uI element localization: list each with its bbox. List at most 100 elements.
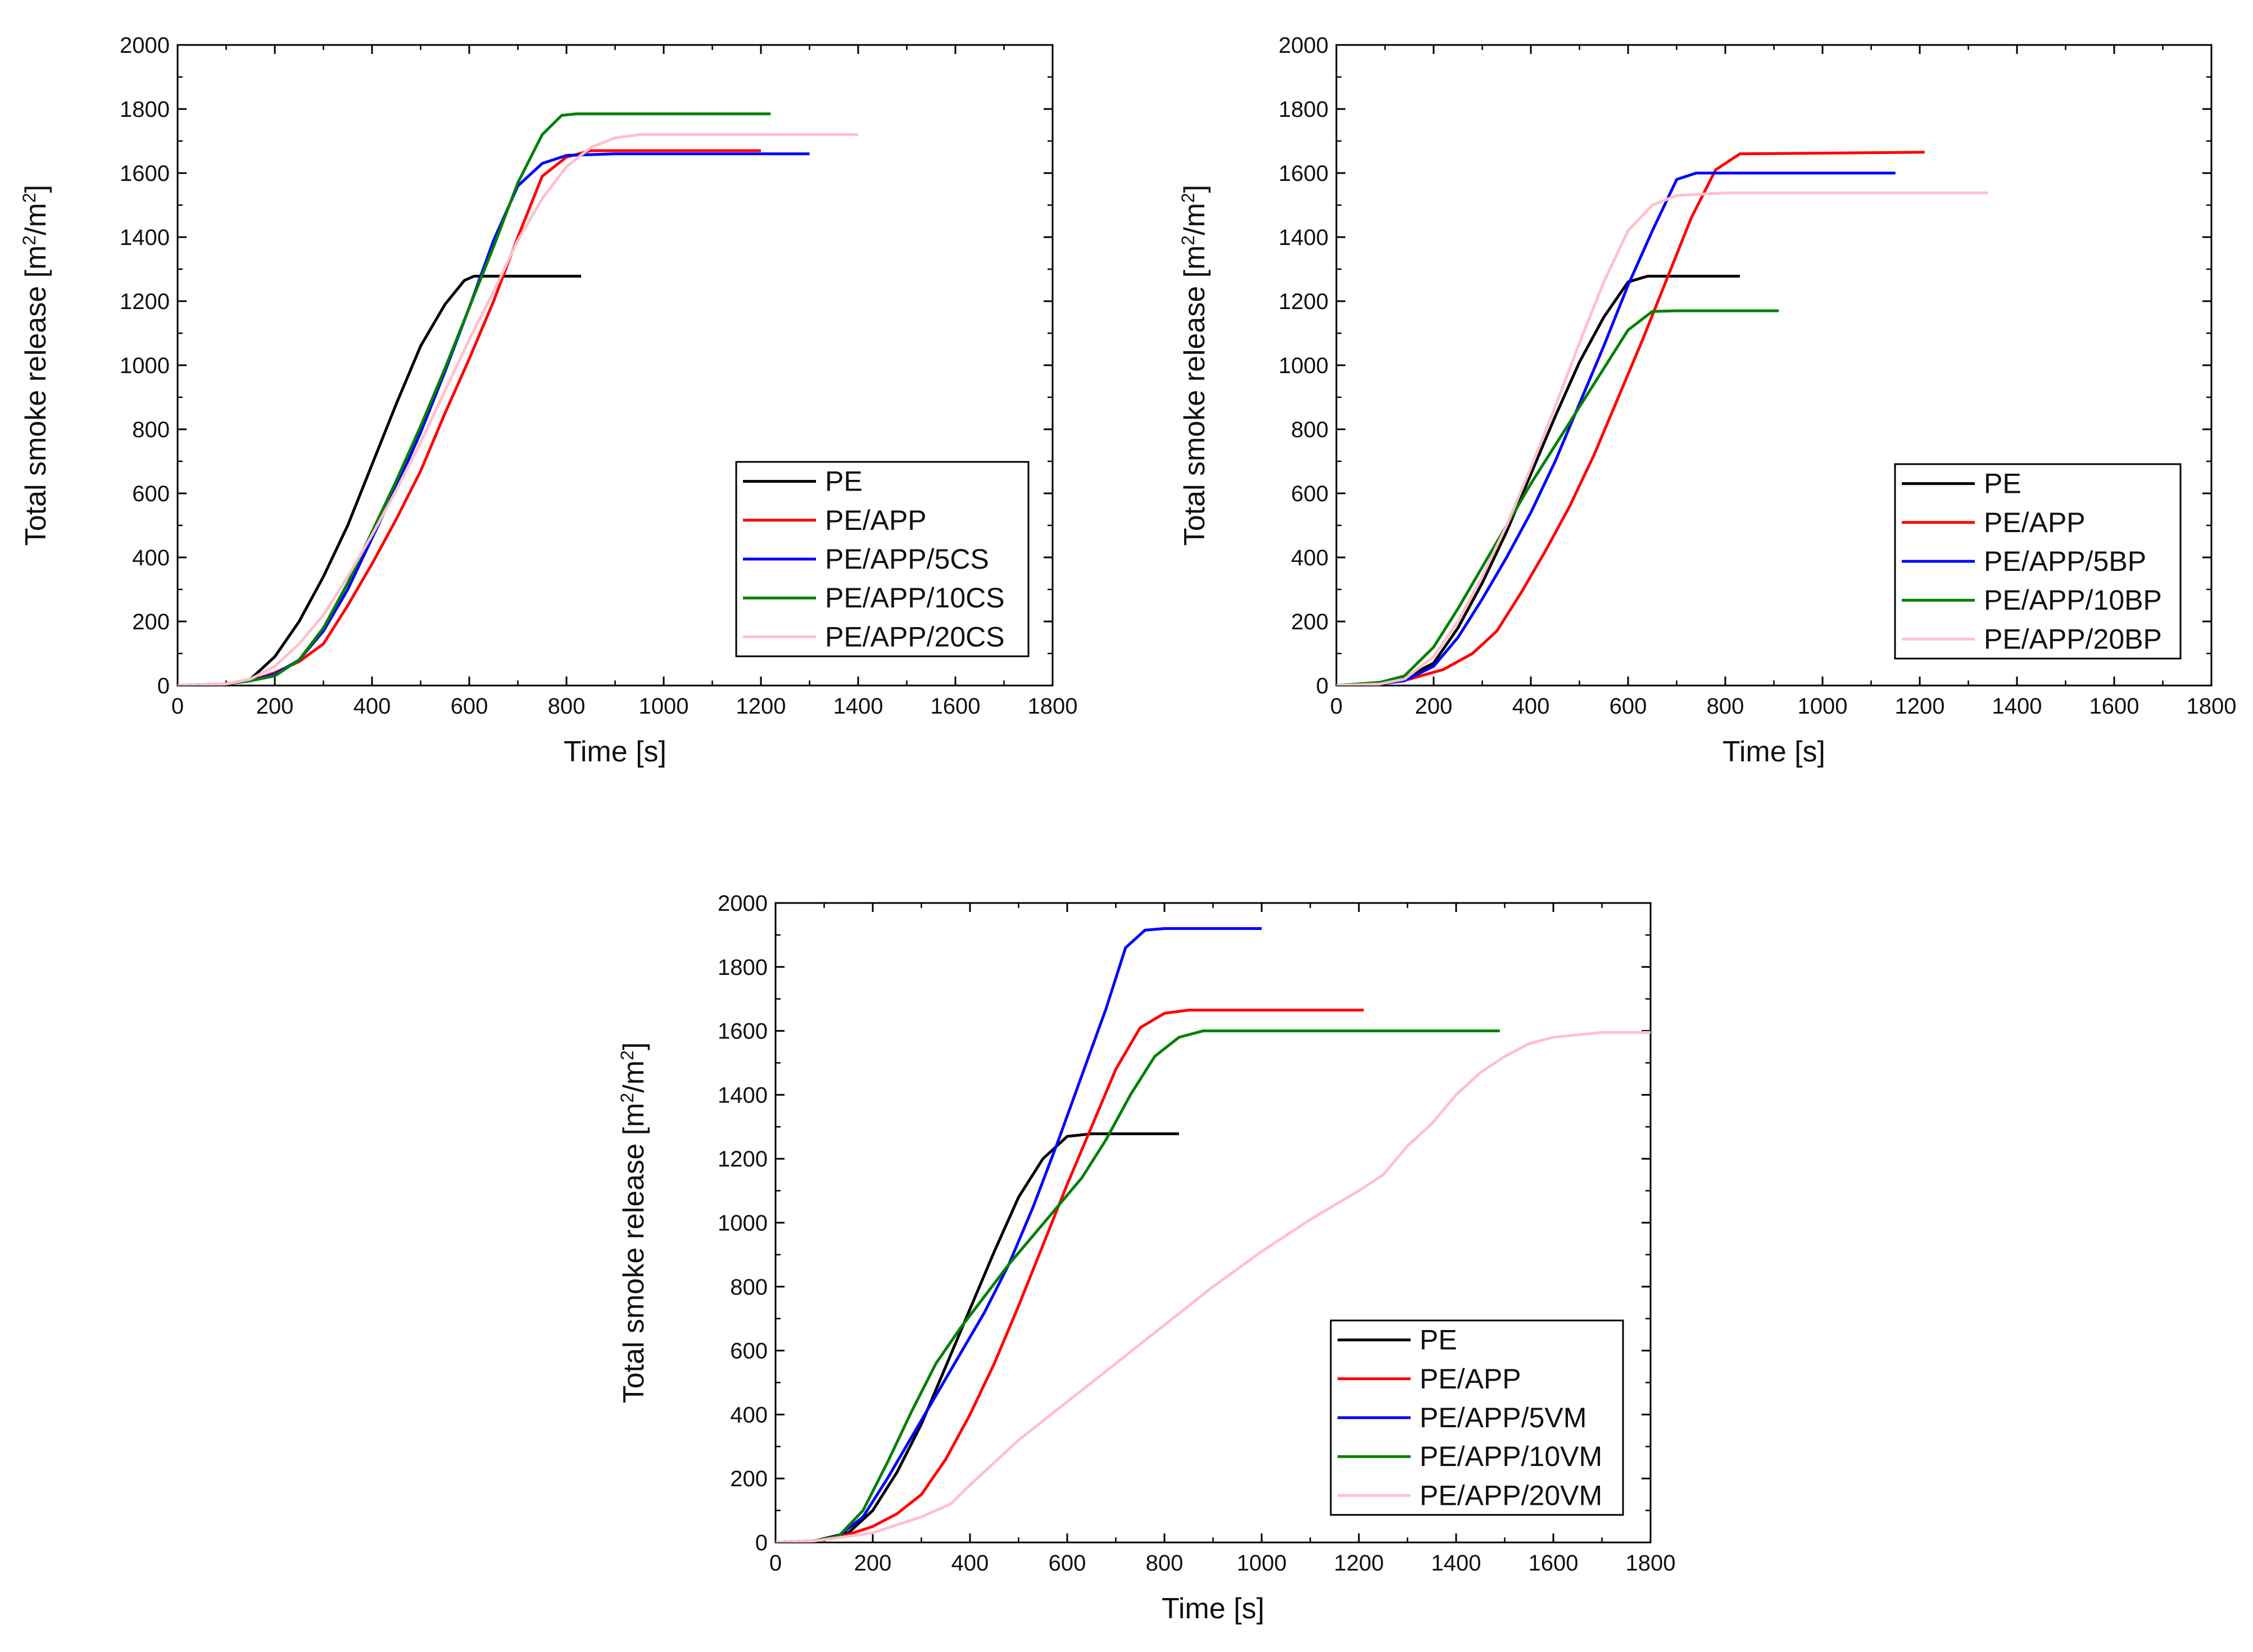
y-tick-label: 1400: [1279, 225, 1329, 250]
legend-label: PE/APP: [1420, 1363, 1521, 1395]
x-tick-label: 1400: [1992, 694, 2042, 719]
legend-label: PE/APP: [825, 505, 927, 536]
y-axis-title: Total smoke release [m2/m2]: [19, 185, 52, 546]
x-axis-title: Time [s]: [564, 736, 667, 768]
series-line-pe-app-10bp: [1336, 309, 1779, 686]
x-tick-label: 1400: [833, 694, 883, 719]
y-tick-label: 2000: [120, 33, 170, 58]
y-tick-label: 1600: [718, 1019, 768, 1044]
y-tick-label: 400: [730, 1403, 768, 1427]
y-tick-label: 200: [1291, 610, 1329, 634]
y-tick-label: 1000: [1279, 353, 1329, 378]
y-tick-label: 1200: [1279, 289, 1329, 314]
legend-label: PE/APP/5VM: [1420, 1402, 1586, 1433]
legend-label: PE/APP/5BP: [1984, 546, 2146, 577]
x-tick-label: 600: [1610, 694, 1647, 719]
legend-label: PE: [1984, 468, 2021, 500]
y-tick-label: 1200: [120, 289, 170, 314]
y-tick-label: 800: [132, 417, 170, 442]
x-tick-label: 200: [256, 694, 294, 719]
x-tick-label: 800: [1146, 1551, 1184, 1576]
series-line-pe-app: [776, 1009, 1364, 1542]
y-tick-label: 200: [730, 1467, 768, 1491]
y-tick-label: 600: [730, 1339, 768, 1364]
legend-label: PE/APP/20VM: [1420, 1479, 1602, 1511]
legend: PE PE/APP PE/APP/5BP PE/APP/10BP PE/APP/20BP: [1894, 463, 2182, 660]
series-line-pe-app-10vm: [776, 1029, 1500, 1542]
y-tick-label: 2000: [718, 891, 768, 916]
legend-label: PE/APP/10CS: [825, 582, 1005, 614]
y-tick-label: 0: [755, 1531, 768, 1555]
y-tick-label: 200: [132, 610, 170, 634]
y-tick-label: 600: [1291, 482, 1329, 506]
y-tick-label: 400: [132, 546, 170, 570]
x-tick-label: 0: [1330, 694, 1343, 719]
series-line-pe: [1336, 275, 1740, 686]
x-tick-label: 1600: [931, 694, 981, 719]
legend-label: PE: [825, 466, 863, 497]
y-axis-title: Total smoke release [m2/m2]: [1178, 185, 1211, 546]
x-axis-title: Time [s]: [1722, 736, 1825, 768]
x-tick-label: 1800: [1626, 1551, 1676, 1576]
series-line-pe: [776, 1132, 1179, 1542]
series-line-pe-app: [1336, 151, 1925, 686]
series-line-pe-app-20bp: [1336, 191, 1988, 686]
x-tick-label: 1600: [1529, 1551, 1579, 1576]
y-tick-label: 1400: [718, 1083, 768, 1108]
x-tick-label: 400: [353, 694, 391, 719]
x-tick-label: 600: [1049, 1551, 1086, 1576]
y-tick-label: 800: [1291, 417, 1329, 442]
legend-label: PE/APP/20CS: [825, 621, 1005, 652]
legend-label: PE/APP/10BP: [1984, 584, 2162, 616]
series-line-pe-app: [178, 149, 761, 686]
x-tick-label: 800: [1707, 694, 1744, 719]
legend-label: PE/APP/20BP: [1984, 623, 2162, 655]
x-tick-label: 400: [951, 1551, 989, 1576]
legend-label: PE/APP/5CS: [825, 543, 989, 575]
x-tick-label: 1200: [1895, 694, 1945, 719]
x-tick-label: 1800: [1028, 694, 1078, 719]
y-tick-label: 800: [730, 1275, 768, 1300]
x-tick-label: 1200: [1334, 1551, 1384, 1576]
x-tick-label: 1000: [1237, 1551, 1287, 1576]
y-tick-label: 400: [1291, 546, 1329, 570]
y-tick-label: 1400: [120, 225, 170, 250]
y-tick-label: 1600: [120, 161, 170, 186]
series-line-pe-app-5vm: [776, 927, 1262, 1542]
series-line-pe-app-5cs: [178, 152, 810, 686]
x-tick-label: 1000: [639, 694, 689, 719]
series-line-pe-app-20cs: [178, 133, 858, 686]
x-tick-label: 0: [171, 694, 184, 719]
y-tick-label: 1800: [1279, 97, 1329, 122]
y-tick-label: 0: [1316, 674, 1329, 698]
y-tick-label: 0: [157, 674, 170, 698]
series-line-pe: [178, 275, 581, 686]
x-axis-title: Time [s]: [1162, 1592, 1264, 1625]
x-tick-label: 800: [548, 694, 586, 719]
x-tick-label: 400: [1512, 694, 1550, 719]
x-tick-label: 1600: [2089, 694, 2139, 719]
y-tick-label: 2000: [1279, 33, 1329, 58]
y-tick-label: 1000: [120, 353, 170, 378]
y-tick-label: 1200: [718, 1147, 768, 1172]
series-line-pe-app-5bp: [1336, 171, 1896, 686]
x-tick-label: 200: [1415, 694, 1453, 719]
y-tick-label: 1800: [718, 955, 768, 980]
legend: PE PE/APP PE/APP/5CS PE/APP/10CS PE/APP/20CS: [735, 461, 1030, 657]
x-tick-label: 0: [769, 1551, 782, 1576]
y-tick-label: 600: [132, 482, 170, 506]
y-axis-title: Total smoke release [m2/m2]: [617, 1042, 650, 1403]
x-tick-label: 1400: [1431, 1551, 1481, 1576]
x-tick-label: 1000: [1798, 694, 1848, 719]
chart-cs: 0 200 400 600 800 1000 1200 1400 1600 1800 0 200 400…: [19, 33, 1077, 768]
x-tick-label: 200: [854, 1551, 892, 1576]
chart-vm: 0 200 400 600 800 1000 1200 1400 1600 1800 0 200 400…: [617, 891, 1675, 1625]
x-tick-label: 1200: [736, 694, 786, 719]
legend-label: PE/APP: [1984, 507, 2086, 538]
y-tick-label: 1600: [1279, 161, 1329, 186]
y-tick-label: 1000: [718, 1211, 768, 1236]
x-tick-label: 1800: [2187, 694, 2237, 719]
legend-label: PE/APP/10VM: [1420, 1441, 1602, 1472]
series-line-pe-app-10cs: [178, 112, 771, 686]
